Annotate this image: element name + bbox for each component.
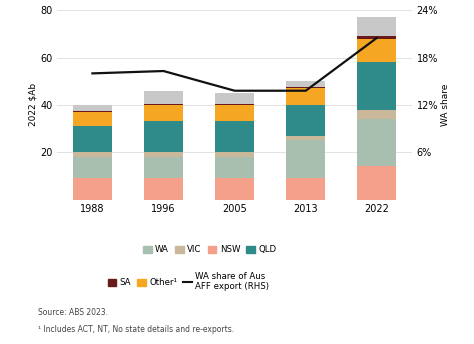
Bar (73, 157, 112, 178)
Bar (286, 105, 325, 136)
Bar (144, 121, 183, 152)
Bar (73, 178, 112, 200)
Bar (286, 136, 325, 140)
Y-axis label: WA share: WA share (441, 84, 450, 126)
Bar (215, 93, 254, 104)
Bar (357, 62, 396, 110)
Bar (215, 105, 254, 121)
Bar (73, 112, 112, 126)
Bar (286, 87, 325, 88)
Bar (73, 105, 112, 111)
Bar (357, 39, 396, 62)
Bar (286, 140, 325, 178)
Bar (215, 178, 254, 200)
Text: Source: ABS 2023.: Source: ABS 2023. (38, 308, 108, 317)
Bar (215, 157, 254, 178)
Bar (215, 121, 254, 152)
Bar (357, 119, 396, 166)
Text: ¹ Includes ACT, NT, No state details and re-exports.: ¹ Includes ACT, NT, No state details and… (38, 325, 234, 334)
Bar (357, 166, 396, 200)
Bar (215, 152, 254, 157)
Legend: SA, Other¹, WA share of Aus
AFF export (RHS): SA, Other¹, WA share of Aus AFF export (… (108, 272, 269, 291)
Bar (144, 157, 183, 178)
Bar (286, 81, 325, 87)
Bar (286, 88, 325, 105)
Bar (144, 178, 183, 200)
Bar (144, 104, 183, 105)
Bar (286, 178, 325, 200)
Bar (144, 152, 183, 157)
Bar (73, 111, 112, 112)
Bar (144, 105, 183, 121)
Bar (357, 110, 396, 119)
Bar (357, 18, 396, 36)
Bar (73, 152, 112, 157)
Bar (215, 104, 254, 105)
Bar (144, 91, 183, 104)
Y-axis label: 2022 $Ab: 2022 $Ab (28, 83, 37, 127)
Bar (73, 126, 112, 152)
Bar (357, 36, 396, 39)
